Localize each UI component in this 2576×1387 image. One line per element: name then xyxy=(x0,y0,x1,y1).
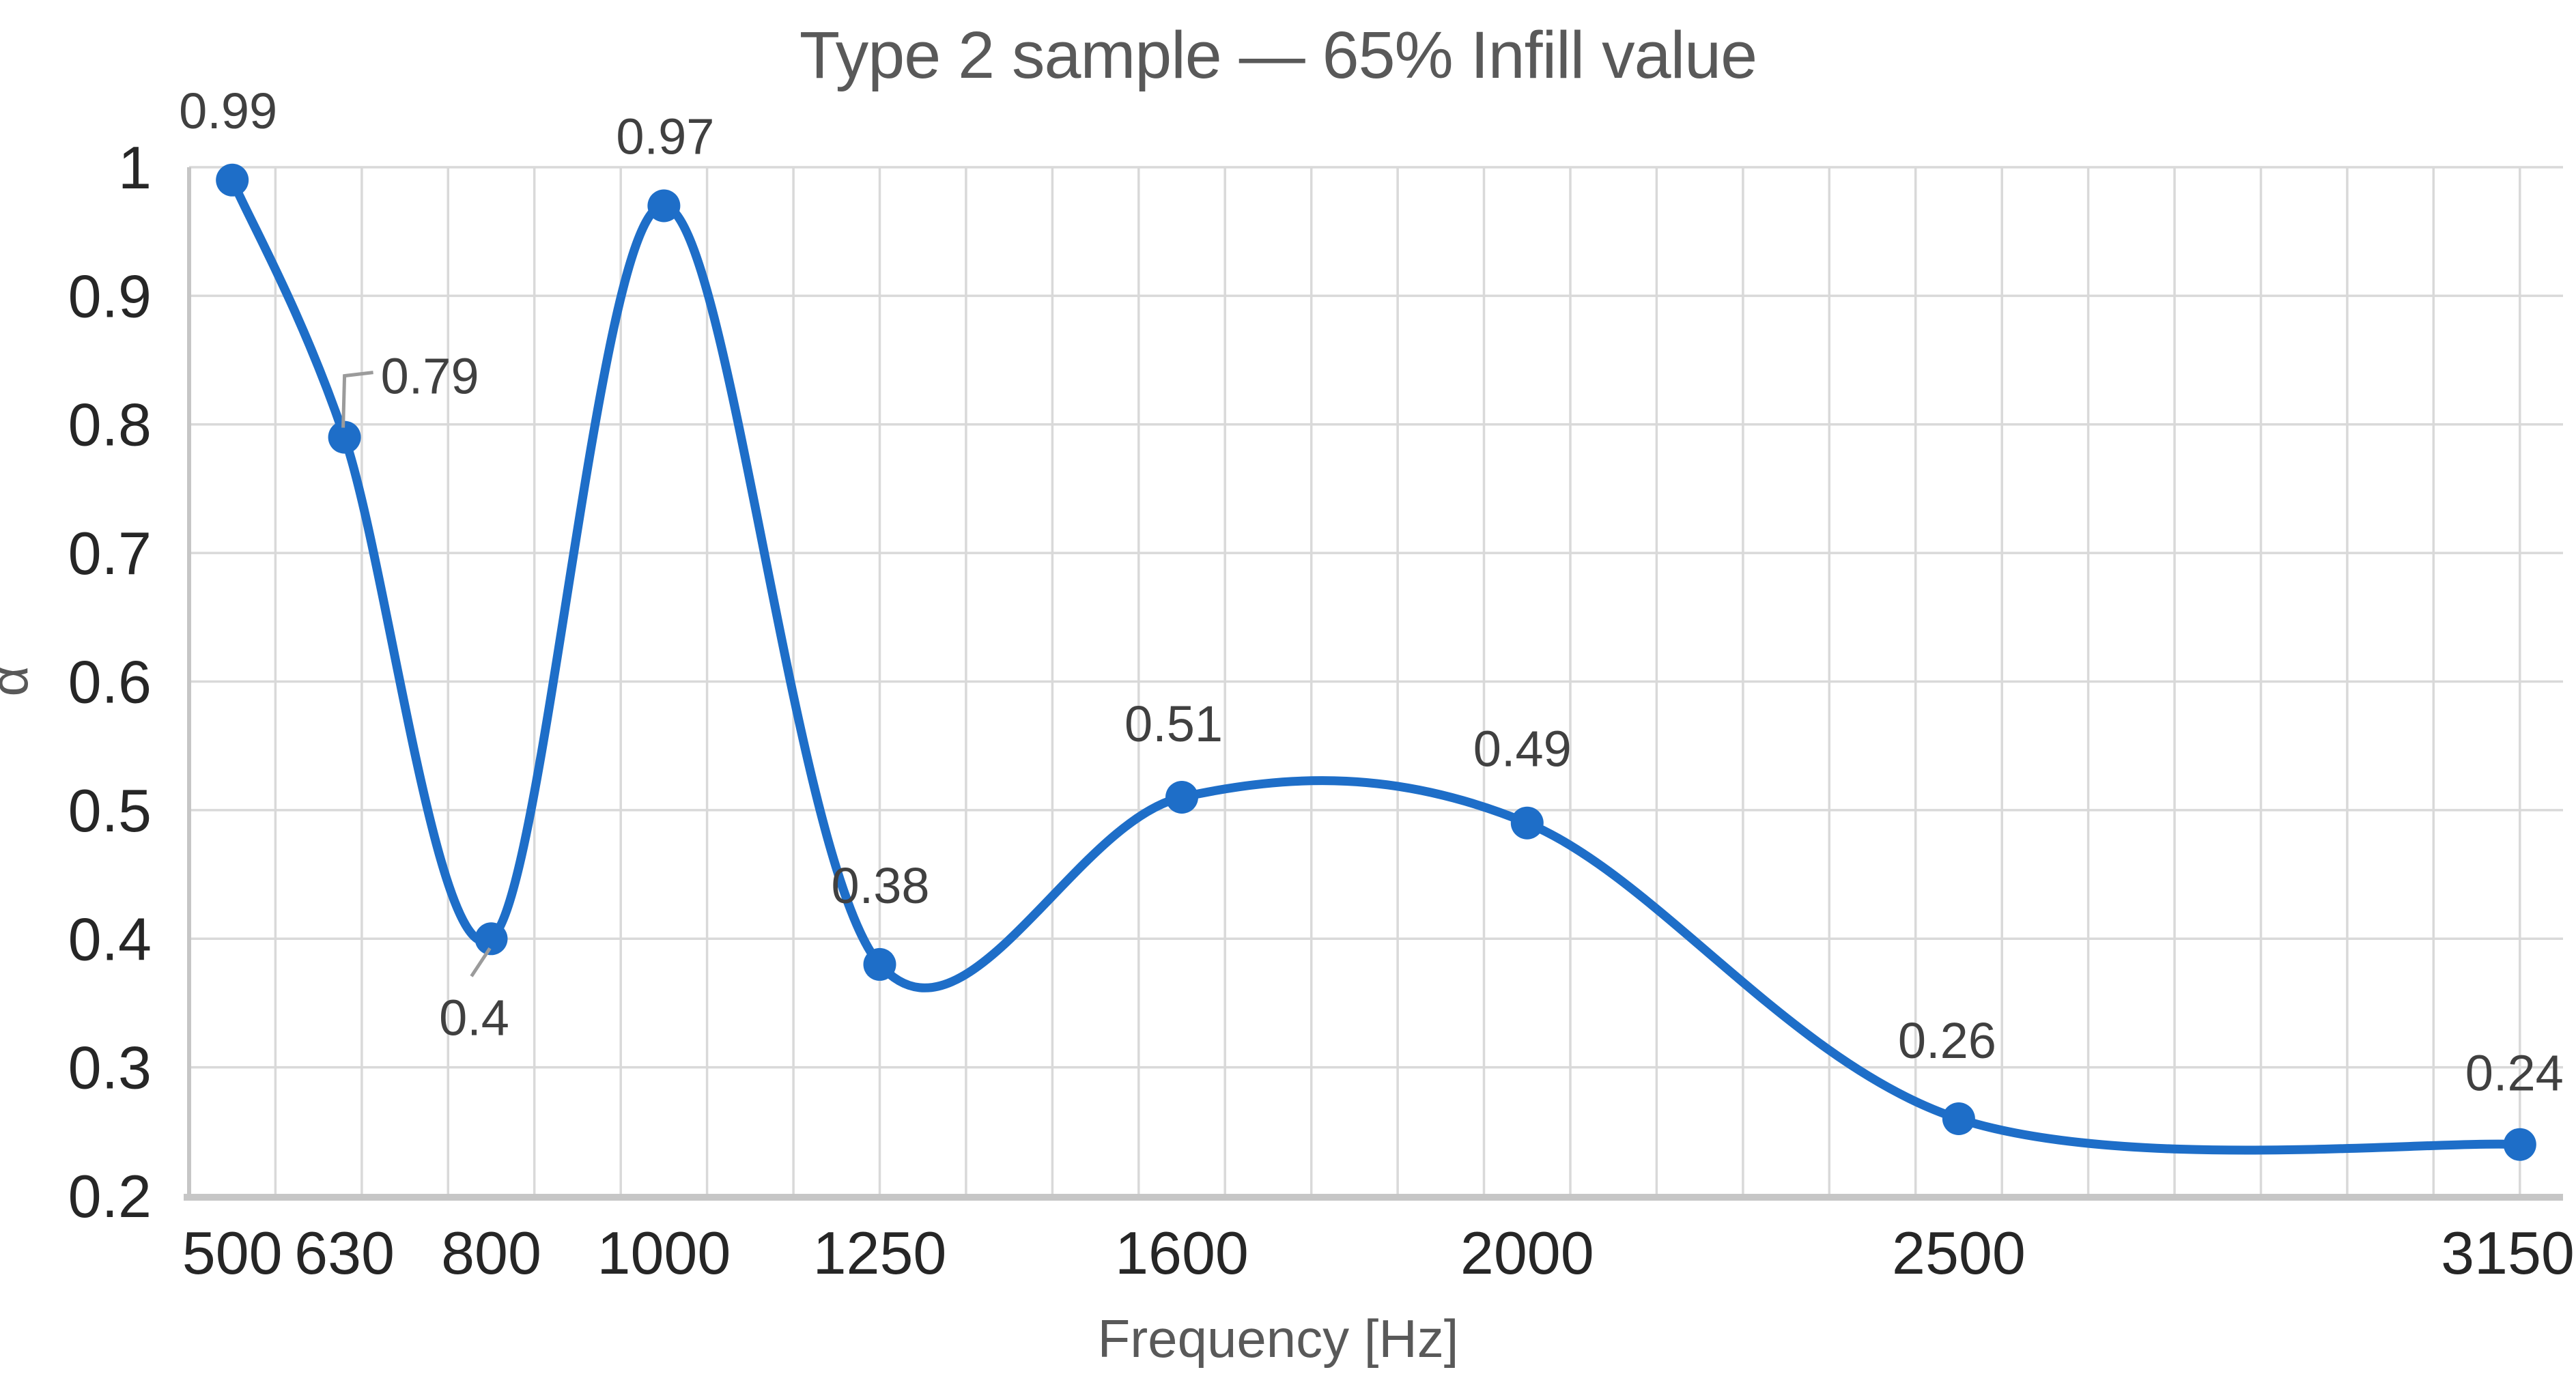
data-label: 0.79 xyxy=(381,348,479,405)
y-tick-label: 0.7 xyxy=(68,519,152,587)
x-tick-label: 500 xyxy=(182,1219,283,1287)
x-tick-label: 630 xyxy=(294,1219,395,1287)
gridlines xyxy=(188,166,2563,1197)
data-point-marker xyxy=(1942,1102,1975,1135)
data-point-marker xyxy=(647,189,681,223)
data-point-marker xyxy=(216,163,249,197)
y-tick-label: 0.9 xyxy=(68,262,152,330)
series-line xyxy=(227,175,2525,1155)
chart-title: Type 2 sample — 65% Infill value xyxy=(799,18,1757,92)
data-label-leaders xyxy=(341,371,492,977)
y-tick-label: 0.3 xyxy=(68,1034,152,1102)
data-label: 0.38 xyxy=(831,857,929,914)
x-axis-tick-labels: 500 630 800 1000 1250 1600 2000 2500 3150 xyxy=(182,1219,2575,1287)
x-axis-title: Frequency [Hz] xyxy=(1098,1309,1459,1369)
series-curve xyxy=(227,175,2525,1155)
data-label: 0.97 xyxy=(616,109,714,165)
data-label: 0.26 xyxy=(1898,1012,1996,1069)
data-point-marker xyxy=(328,420,361,454)
data-point-marker xyxy=(1165,781,1198,814)
y-tick-label: 0.8 xyxy=(68,391,152,459)
y-tick-label: 0.2 xyxy=(68,1162,152,1230)
y-tick-label: 0.5 xyxy=(68,777,152,844)
x-tick-label: 1250 xyxy=(813,1219,947,1287)
data-label: 0.99 xyxy=(179,83,277,139)
data-labels: 0.99 0.79 0.4 0.97 0.38 0.51 0.49 0.26 0.24 xyxy=(179,83,2564,1102)
y-axis-title: α xyxy=(0,666,39,696)
x-tick-label: 3150 xyxy=(2441,1219,2575,1287)
data-label-leader-line xyxy=(470,947,492,977)
data-label: 0.49 xyxy=(1473,721,1572,777)
axis-lines xyxy=(184,167,2563,1201)
series-markers xyxy=(216,163,2536,1161)
data-label: 0.51 xyxy=(1124,696,1223,752)
y-axis-tick-labels: 1 0.9 0.8 0.7 0.6 0.5 0.4 0.3 0.2 xyxy=(68,134,152,1230)
x-tick-label: 2000 xyxy=(1460,1219,1594,1287)
x-tick-label: 2500 xyxy=(1892,1219,2026,1287)
data-point-marker xyxy=(863,947,896,981)
data-point-marker xyxy=(2503,1128,2536,1161)
x-tick-label: 800 xyxy=(441,1219,541,1287)
y-tick-label: 0.6 xyxy=(68,648,152,716)
y-tick-label: 0.4 xyxy=(68,905,152,973)
data-label-leader-line xyxy=(341,371,373,428)
data-label: 0.4 xyxy=(439,989,509,1046)
x-tick-label: 1000 xyxy=(597,1219,731,1287)
data-point-marker xyxy=(475,922,508,956)
data-label: 0.24 xyxy=(2465,1045,2564,1102)
y-tick-label: 1 xyxy=(118,134,152,201)
data-point-marker xyxy=(1510,806,1544,840)
x-tick-label: 1600 xyxy=(1115,1219,1249,1287)
